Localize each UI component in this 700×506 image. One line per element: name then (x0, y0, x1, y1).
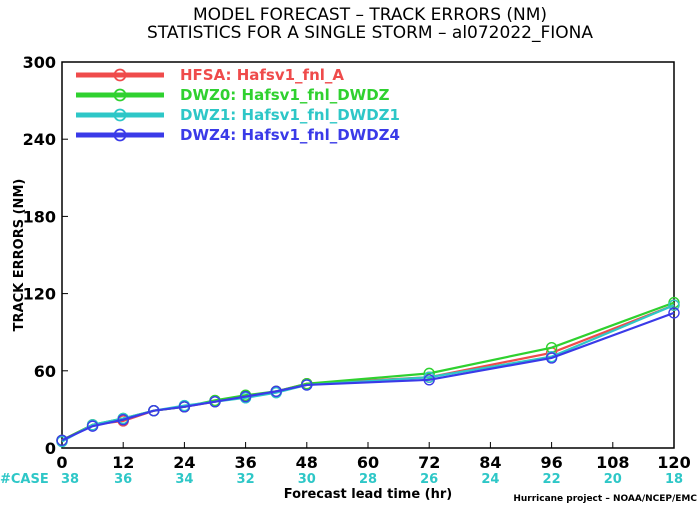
y-tick-label: 120 (23, 285, 56, 304)
data-point (668, 299, 680, 311)
case-label: #CASE (0, 472, 49, 487)
case-count: 20 (604, 472, 622, 487)
legend-swatch-marker (113, 128, 127, 142)
data-point (148, 404, 160, 417)
x-axis-label: Forecast lead time (hr) (284, 487, 452, 502)
data-point (178, 401, 191, 413)
data-point (668, 307, 680, 319)
chart-subtitle: STATISTICS FOR A SINGLE STORM – al072022… (147, 23, 593, 43)
series-line (61, 304, 675, 443)
y-tick-label: 300 (23, 53, 56, 72)
data-point (545, 352, 558, 364)
y-tick-label: 180 (23, 207, 56, 226)
case-count: 24 (481, 472, 499, 487)
legend-swatch-marker (113, 68, 127, 82)
legend-entry: DWZ1: Hafsv1_fnl_DWDZ1 (76, 106, 400, 124)
x-tick-label: 96 (540, 453, 562, 472)
case-count: 18 (665, 472, 683, 487)
axis-ticks: 0 12 24 36 48 60 72 84 96 108 120 0 60 120 180 240 300 (23, 53, 691, 472)
y-tick-label: 240 (23, 130, 56, 149)
x-tick-label: 120 (657, 453, 690, 472)
data-point (56, 434, 68, 446)
case-count: 36 (114, 472, 132, 487)
series-line (61, 311, 675, 442)
x-tick-label: 0 (56, 453, 67, 472)
series-2 (56, 299, 680, 448)
x-tick-label: 108 (596, 453, 629, 472)
legend-entry: HFSA: Hafsv1_fnl_A (76, 66, 344, 84)
data-point (423, 367, 435, 380)
x-tick-label: 72 (418, 453, 440, 472)
series-line (61, 301, 675, 442)
legend-entry: DWZ4: Hafsv1_fnl_DWDZ4 (76, 126, 400, 144)
case-count: 34 (175, 472, 193, 487)
case-count: 30 (298, 472, 316, 487)
y-tick-label: 60 (34, 362, 56, 381)
data-point (117, 413, 129, 426)
series-1 (56, 296, 680, 446)
y-tick-label: 0 (45, 439, 56, 458)
legend-label: DWZ0: Hafsv1_fnl_DWDZ (180, 86, 390, 104)
case-count: 28 (359, 472, 377, 487)
case-count: 26 (420, 472, 438, 487)
data-point (423, 374, 435, 386)
case-count: 32 (237, 472, 255, 487)
data-point (209, 395, 221, 408)
x-tick-label: 60 (357, 453, 379, 472)
legend-label: HFSA: Hafsv1_fnl_A (180, 66, 344, 84)
legend: HFSA: Hafsv1_fnl_A DWZ0: Hafsv1_fnl_DWDZ D… (76, 66, 400, 144)
chart-title: MODEL FORECAST – TRACK ERRORS (NM) (193, 5, 547, 25)
legend-label: DWZ4: Hafsv1_fnl_DWDZ4 (180, 126, 400, 144)
series-group (56, 296, 680, 448)
legend-swatch-marker (113, 88, 127, 102)
x-tick-label: 84 (479, 453, 501, 472)
data-point (239, 390, 252, 403)
x-tick-label: 36 (234, 453, 256, 472)
y-axis-label: TRACK ERRORS (NM) (12, 179, 27, 332)
series-0 (56, 299, 680, 446)
data-point (270, 385, 282, 398)
x-tick-label: 12 (112, 453, 134, 472)
x-tick-label: 48 (296, 453, 318, 472)
case-count: 38 (61, 472, 79, 487)
x-tick-label: 24 (173, 453, 195, 472)
legend-entry: DWZ0: Hafsv1_fnl_DWDZ (76, 86, 390, 104)
credit-text: Hurricane project – NOAA/NCEP/EMC (513, 494, 697, 504)
data-point (301, 379, 313, 391)
legend-swatch-marker (113, 108, 127, 122)
case-count: 22 (543, 472, 561, 487)
case-counts: #CASE 38 36 34 32 30 28 26 24 22 20 18 (0, 472, 683, 487)
series-3 (56, 307, 680, 446)
legend-label: DWZ1: Hafsv1_fnl_DWDZ1 (180, 106, 400, 124)
series-line (61, 304, 675, 442)
data-point (86, 420, 99, 432)
